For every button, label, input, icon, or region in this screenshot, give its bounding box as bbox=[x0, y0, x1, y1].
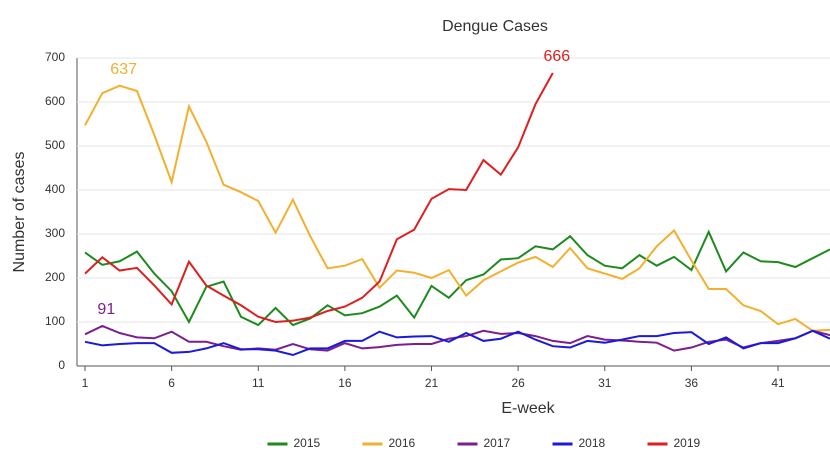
series-line bbox=[84, 329, 830, 357]
x-tick-label: 36 bbox=[685, 376, 699, 390]
data-label: 637 bbox=[110, 61, 137, 78]
x-tick-label: 16 bbox=[338, 376, 352, 390]
x-tick-label: 26 bbox=[511, 376, 525, 390]
series-line bbox=[84, 229, 830, 327]
y-tick-label: 300 bbox=[45, 226, 65, 240]
x-tick-label: 1 bbox=[82, 376, 89, 390]
x-tick-label: 11 bbox=[252, 376, 265, 390]
y-tick-label: 400 bbox=[45, 182, 65, 196]
y-tick-label: 700 bbox=[45, 50, 65, 64]
series-line bbox=[84, 84, 830, 332]
chart-title: Dengue Cases bbox=[442, 18, 548, 35]
series-line bbox=[84, 72, 554, 324]
y-tick-label: 200 bbox=[45, 270, 65, 284]
y-tick-label: 0 bbox=[58, 358, 65, 372]
data-label: 91 bbox=[97, 301, 115, 318]
legend-label: 2017 bbox=[484, 436, 511, 450]
x-tick-label: 41 bbox=[771, 376, 785, 390]
legend-label: 2018 bbox=[579, 436, 606, 450]
legend-label: 2016 bbox=[389, 436, 416, 450]
x-tick-label: 31 bbox=[598, 376, 612, 390]
legend-label: 2019 bbox=[674, 436, 701, 450]
y-tick-label: 100 bbox=[45, 314, 65, 328]
y-tick-label: 500 bbox=[45, 138, 65, 152]
x-tick-label: 6 bbox=[168, 376, 175, 390]
y-axis-label: Number of cases bbox=[11, 152, 28, 273]
legend-label: 2015 bbox=[294, 436, 321, 450]
x-axis-label: E-week bbox=[501, 400, 555, 417]
y-tick-label: 600 bbox=[45, 94, 65, 108]
x-tick-label: 21 bbox=[425, 376, 439, 390]
data-label: 666 bbox=[543, 48, 570, 65]
